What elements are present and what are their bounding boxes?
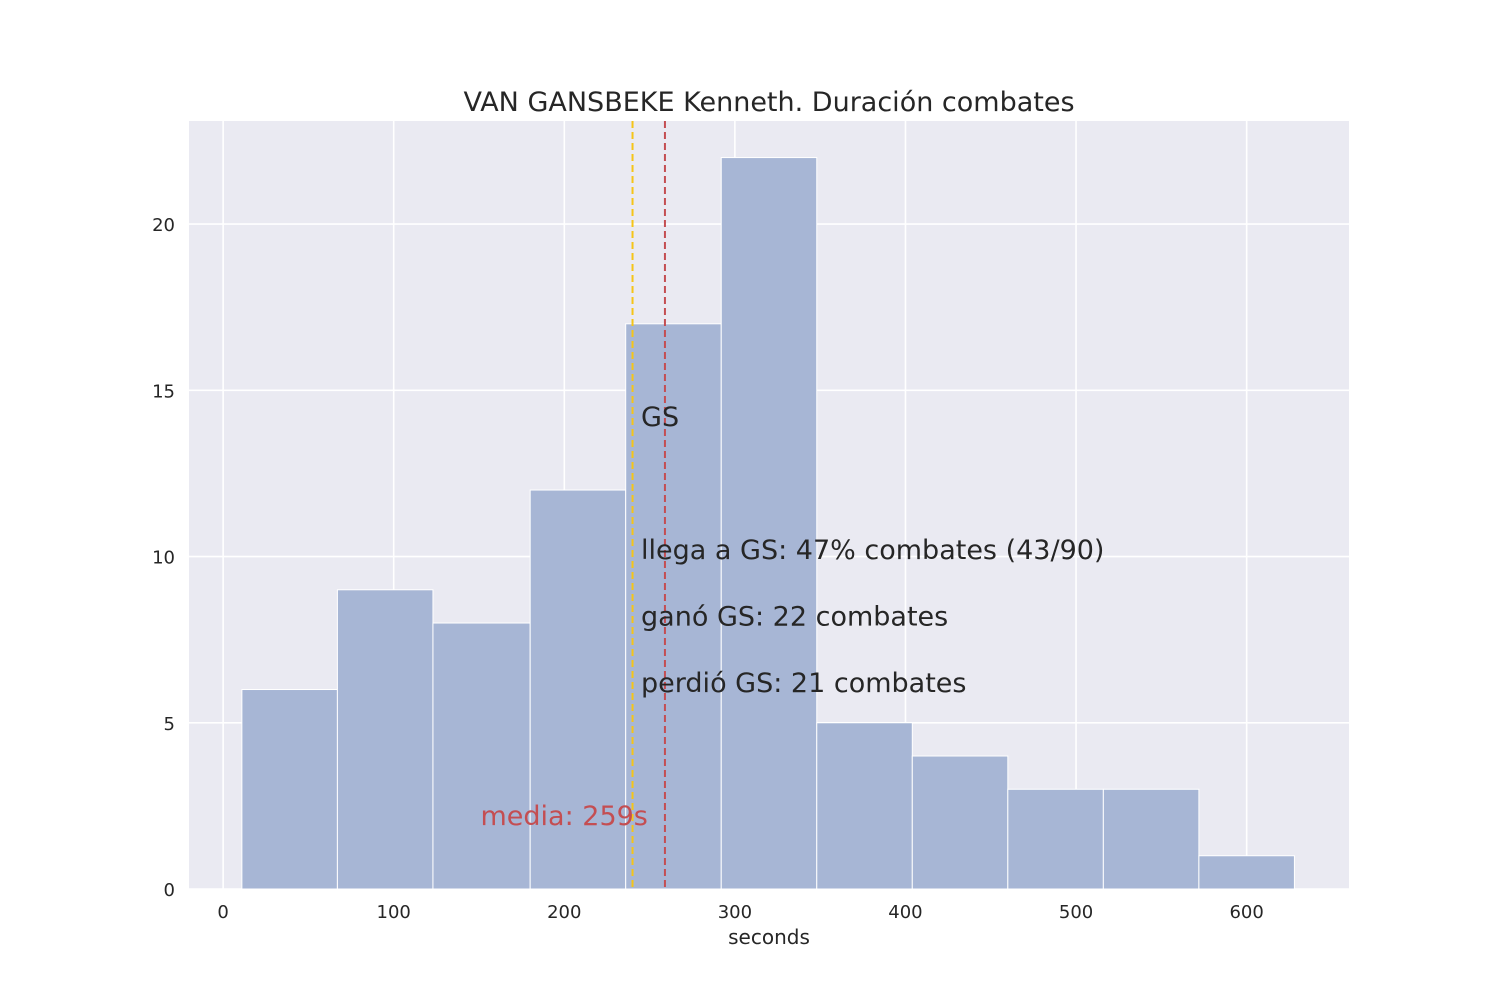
x-tick-label: 500: [1059, 902, 1093, 923]
y-tick-label: 5: [164, 714, 175, 735]
histogram-bar: [1102, 788, 1200, 890]
histogram-bar: [1198, 855, 1295, 890]
bars: [241, 157, 1295, 890]
x-tick-label: 200: [547, 902, 581, 923]
x-tick-label: 400: [888, 902, 922, 923]
x-tick-label: 600: [1229, 902, 1263, 923]
y-tick-label: 0: [164, 880, 175, 901]
mean-annotation: media: 259s: [480, 801, 647, 832]
gs-annotation: ganó GS: 22 combates: [641, 601, 948, 632]
histogram-bar: [625, 323, 722, 890]
y-tick-label: 15: [152, 381, 175, 402]
histogram-bar: [241, 689, 338, 890]
x-tick-label: 300: [718, 902, 752, 923]
y-tick-label: 10: [152, 548, 175, 569]
reference-lines: [631, 121, 666, 889]
chart-title: VAN GANSBEKE Kenneth. Duración combates: [463, 87, 1074, 118]
gs-annotation: GS: [641, 402, 679, 433]
histogram-bar: [336, 589, 434, 890]
gs-annotation: llega a GS: 47% combates (43/90): [641, 535, 1104, 566]
y-ticks: 0 5 10 15 20: [152, 215, 175, 901]
x-tick-label: 100: [377, 902, 411, 923]
y-tick-label: 20: [152, 215, 175, 236]
histogram-bar: [911, 755, 1009, 890]
x-axis-label: seconds: [728, 925, 810, 949]
histogram-bar: [1007, 788, 1104, 890]
x-ticks: 0 100 200 300 400 500 600: [217, 902, 1263, 923]
annotations: GS llega a GS: 47% combates (43/90) ganó G…: [480, 402, 1104, 832]
histogram-bar: [720, 157, 818, 890]
x-tick-label: 0: [217, 902, 228, 923]
gs-annotation: perdió GS: 21 combates: [641, 668, 966, 699]
histogram-bar: [529, 489, 627, 890]
histogram-bar: [816, 722, 913, 890]
histogram-bar: [432, 622, 531, 890]
